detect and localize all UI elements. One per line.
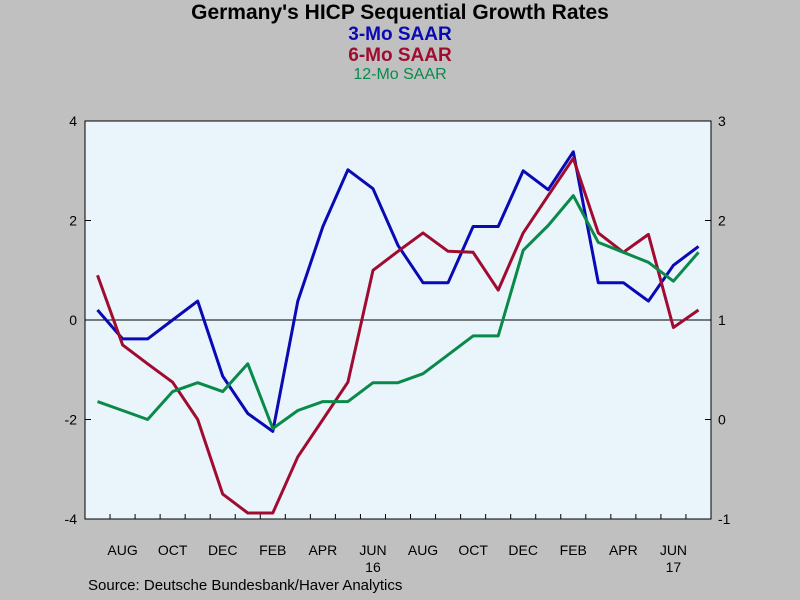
year-label: 16 [365, 559, 381, 575]
x-tick-label: FEB [259, 542, 286, 558]
series-line-12-mo-saar [96, 194, 700, 430]
legend-6mo: 6-Mo SAAR [348, 45, 452, 66]
chart-title: Germany's HICP Sequential Growth Rates [191, 1, 609, 24]
x-tick-label: APR [609, 542, 638, 558]
series-group [96, 150, 700, 515]
x-tick-label: JUN [359, 542, 386, 558]
right-tick-label: 0 [718, 412, 726, 428]
right-tick-label: 3 [718, 113, 726, 129]
axes-group: 4 2 0 -2 -4 3 2 1 0 -1 AUG OCT DEC FEB APR JUN AUG OCT DEC… [65, 113, 731, 575]
x-tick-label: FEB [560, 542, 587, 558]
x-tick-label: DEC [508, 542, 538, 558]
right-tick-label: 2 [718, 213, 726, 229]
x-tick-label: AUG [408, 542, 438, 558]
series-line-6-mo-saar [96, 156, 700, 515]
chart-title-block: Germany's HICP Sequential Growth Rates 3… [0, 0, 800, 84]
x-tick-label: JUN [660, 542, 687, 558]
x-tick-label: OCT [158, 542, 188, 558]
left-tick-label: -4 [65, 511, 78, 527]
legend-12mo: 12-Mo SAAR [353, 66, 447, 83]
left-tick-label: 2 [69, 213, 77, 229]
x-tick-label: OCT [458, 542, 488, 558]
source-note: Source: Deutsche Bundesbank/Haver Analyt… [88, 577, 403, 594]
year-label: 17 [666, 559, 682, 575]
right-tick-label: -1 [718, 511, 731, 527]
x-tick-label: DEC [208, 542, 238, 558]
left-tick-label: -2 [65, 412, 78, 428]
left-tick-label: 0 [69, 312, 77, 328]
series-line-3-mo-saar [96, 150, 700, 433]
left-tick-label: 4 [69, 113, 77, 129]
legend-3mo: 3-Mo SAAR [348, 24, 452, 45]
x-tick-label: AUG [107, 542, 137, 558]
right-tick-label: 1 [718, 312, 726, 328]
x-tick-label: APR [308, 542, 337, 558]
